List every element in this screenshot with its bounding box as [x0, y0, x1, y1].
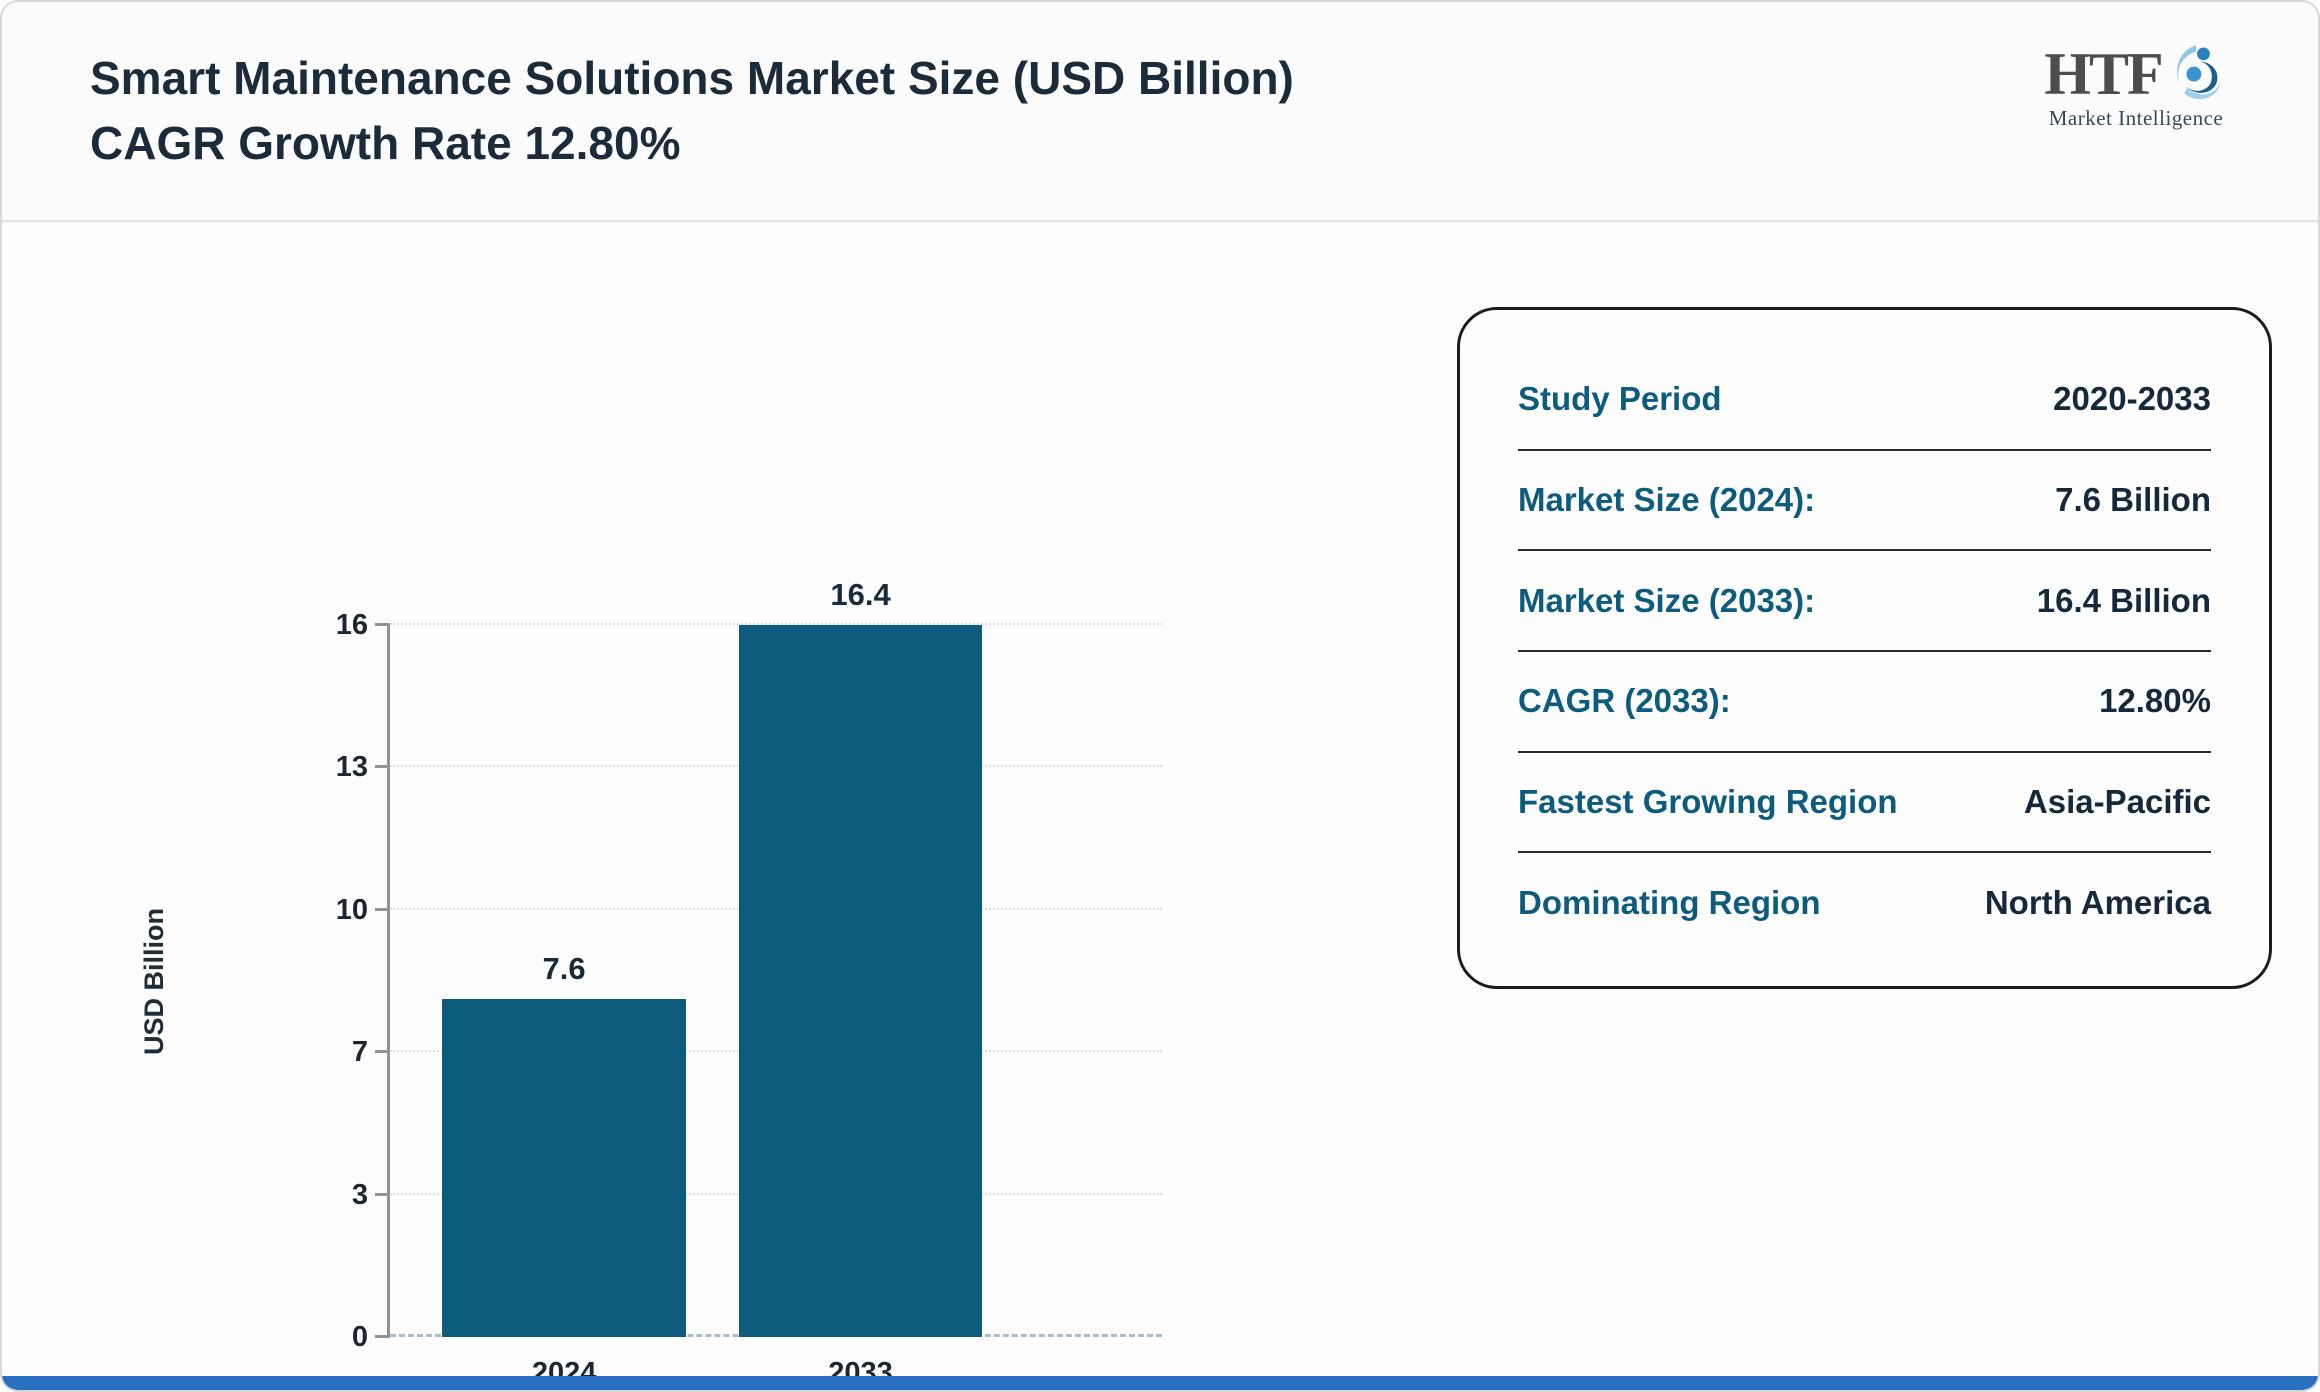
- info-row-value: 2020-2033: [2053, 380, 2211, 418]
- y-tick-label: 16: [335, 609, 368, 641]
- bar-2033: 16.4: [738, 577, 983, 1337]
- page-title: Smart Maintenance Solutions Market Size …: [90, 52, 1294, 170]
- info-row: Market Size (2033): 16.4 Billion: [1518, 551, 2211, 653]
- info-row-label: Market Size (2033):: [1518, 581, 1816, 619]
- y-tick-mark: [375, 1335, 390, 1338]
- info-row-value: 16.4 Billion: [2036, 581, 2211, 619]
- bar-2024: 7.6: [442, 951, 686, 1337]
- gridline: [390, 623, 1162, 625]
- y-tick-label: 0: [351, 1321, 368, 1353]
- y-tick-mark: [375, 1050, 390, 1054]
- info-row: Fastest Growing Region Asia-Pacific: [1518, 753, 2211, 854]
- y-tick-label: 13: [335, 751, 368, 784]
- info-row-label: CAGR (2033):: [1518, 682, 1731, 720]
- info-row: Study Period 2020-2033: [1518, 350, 2211, 451]
- info-row: Dominating Region North America: [1518, 853, 2211, 952]
- logo-wordmark: HTF: [2016, 44, 2256, 104]
- logo-text: HTF: [2044, 41, 2163, 107]
- y-tick-mark: [375, 907, 390, 911]
- bar-chart: USD Billion 0 3 7 10 13 16 7.6 2024 16.4 2033: [2, 220, 1302, 1390]
- bar-value-label: 7.6: [542, 950, 586, 986]
- y-tick-mark: [375, 623, 390, 626]
- header: Smart Maintenance Solutions Market Size …: [2, 2, 2318, 220]
- logo-swoosh-icon: [2176, 45, 2221, 100]
- y-tick-label: 7: [351, 1036, 368, 1069]
- logo-subtitle: Market Intelligence: [2048, 106, 2224, 130]
- htf-logo: HTF Market Intelligence: [2016, 44, 2256, 131]
- info-row: Market Size (2024): 7.6 Billion: [1518, 451, 2211, 552]
- y-axis-label-wrap: USD Billion: [134, 625, 174, 1337]
- bar-value-label: 16.4: [830, 577, 891, 612]
- plot-area: 0 3 7 10 13 16 7.6 2024 16.4 2033: [336, 577, 1162, 1389]
- info-row-label: Study Period: [1518, 380, 1722, 418]
- y-tick-label: 10: [335, 893, 368, 926]
- y-axis-label: USD Billion: [138, 907, 169, 1055]
- info-row-label: Market Size (2024):: [1518, 481, 1816, 518]
- header-divider: [2, 220, 2318, 222]
- info-card: Study Period 2020-2033 Market Size (2024):…: [1457, 307, 2272, 989]
- y-tick-label: 3: [351, 1178, 368, 1211]
- info-row-value: 7.6 Billion: [2055, 481, 2211, 518]
- info-row-label: Fastest Growing Region: [1518, 783, 1898, 821]
- info-row-value: North America: [1984, 883, 2211, 921]
- info-row-value: Asia-Pacific: [2023, 783, 2211, 821]
- y-tick-mark: [375, 765, 390, 769]
- info-row-label: Dominating Region: [1518, 883, 1821, 921]
- y-tick-mark: [375, 1192, 390, 1196]
- info-row-value: 12.80%: [2099, 682, 2211, 720]
- footer-accent-strip: [2, 1376, 2318, 1390]
- info-row: CAGR (2033): 12.80%: [1518, 652, 2211, 753]
